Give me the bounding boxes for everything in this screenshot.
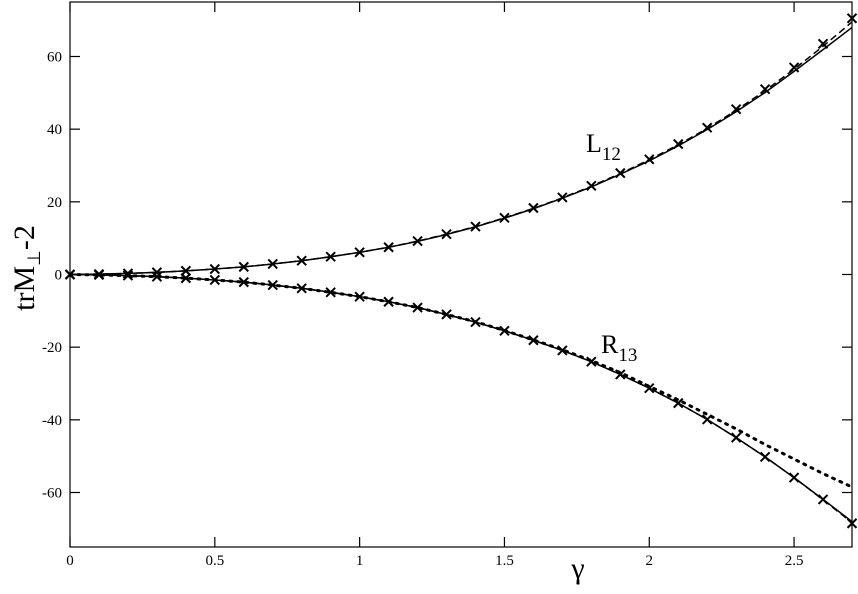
cross-marker bbox=[412, 235, 423, 247]
y-label-main: trM bbox=[8, 266, 41, 311]
cross-marker bbox=[644, 383, 655, 394]
cross-marker bbox=[93, 269, 105, 281]
x-tick-label: 0.5 bbox=[205, 553, 224, 569]
cross-marker bbox=[151, 267, 163, 278]
cross-marker bbox=[673, 138, 684, 150]
y-tick-label: 0 bbox=[55, 268, 63, 284]
cross-marker bbox=[296, 283, 307, 294]
cross-marker bbox=[354, 247, 365, 258]
cross-marker bbox=[499, 325, 510, 337]
cross-marker bbox=[528, 202, 539, 214]
y-tick-label: -60 bbox=[42, 486, 62, 502]
y-label-sub: ⊥ bbox=[24, 250, 44, 266]
cross-marker bbox=[470, 221, 481, 232]
cross-marker bbox=[846, 13, 858, 24]
cross-marker bbox=[209, 274, 221, 286]
x-tick-label: 2.5 bbox=[785, 553, 804, 569]
y-tick-label: 60 bbox=[47, 50, 62, 66]
cross-marker bbox=[209, 263, 221, 275]
cross-marker bbox=[557, 345, 568, 356]
cross-marker bbox=[788, 62, 800, 73]
plot-frame bbox=[69, 1, 853, 548]
annotation-main: R bbox=[601, 330, 619, 359]
cross-marker bbox=[296, 255, 307, 266]
annotation: R13 bbox=[601, 330, 637, 366]
cross-marker bbox=[470, 316, 481, 328]
cross-marker bbox=[730, 103, 742, 115]
cross-marker bbox=[644, 154, 655, 165]
series-line bbox=[69, 21, 853, 276]
cross-marker bbox=[817, 38, 829, 49]
cross-marker bbox=[788, 472, 800, 483]
cross-marker bbox=[759, 83, 771, 95]
cross-marker bbox=[122, 270, 134, 281]
series-line bbox=[69, 273, 853, 524]
cross-marker bbox=[759, 451, 771, 463]
cross-marker bbox=[499, 212, 510, 224]
y-tick-label: 40 bbox=[47, 122, 62, 138]
cross-marker bbox=[615, 167, 626, 179]
x-tick-label: 0 bbox=[66, 553, 74, 569]
cross-marker bbox=[325, 287, 336, 298]
cross-marker bbox=[673, 397, 684, 409]
annotation: L12 bbox=[586, 129, 621, 165]
cross-marker bbox=[238, 276, 249, 288]
y-label-rest: -2 bbox=[8, 225, 41, 250]
y-tick-label: -40 bbox=[42, 413, 62, 429]
cross-marker bbox=[383, 296, 394, 307]
series-line bbox=[69, 26, 853, 276]
cross-marker bbox=[701, 414, 713, 425]
series-line bbox=[68, 273, 854, 489]
cross-marker bbox=[267, 258, 278, 270]
cross-marker bbox=[180, 272, 192, 284]
x-tick-label: 2 bbox=[646, 553, 654, 569]
cross-marker bbox=[557, 192, 568, 203]
y-tick-label: 20 bbox=[47, 195, 62, 211]
cross-marker bbox=[354, 291, 365, 302]
y-tick-label: -20 bbox=[42, 340, 62, 356]
annotation-sub: 12 bbox=[602, 144, 621, 165]
cross-marker bbox=[412, 302, 423, 313]
cross-marker bbox=[730, 432, 742, 443]
cross-marker bbox=[528, 335, 539, 346]
cross-marker bbox=[701, 122, 713, 133]
x-tick-label: 1.5 bbox=[495, 553, 514, 569]
cross-marker bbox=[441, 228, 452, 240]
cross-marker bbox=[615, 369, 626, 380]
annotation-sub: 13 bbox=[618, 345, 637, 366]
cross-marker bbox=[586, 180, 597, 192]
x-tick-label: 1 bbox=[356, 553, 364, 569]
cross-marker bbox=[238, 261, 249, 273]
cross-marker bbox=[586, 356, 597, 367]
cross-marker bbox=[846, 518, 858, 529]
cross-marker bbox=[325, 251, 336, 262]
cross-marker bbox=[383, 242, 394, 253]
cross-marker bbox=[267, 279, 278, 291]
cross-marker bbox=[151, 271, 163, 282]
cross-marker bbox=[817, 494, 829, 505]
series-line bbox=[69, 273, 853, 523]
x-axis-label: γ bbox=[570, 552, 584, 585]
cross-marker bbox=[441, 309, 452, 320]
cross-marker bbox=[64, 269, 76, 280]
y-axis-label: trM⊥-2 bbox=[8, 225, 44, 311]
annotation-main: L bbox=[586, 129, 602, 158]
